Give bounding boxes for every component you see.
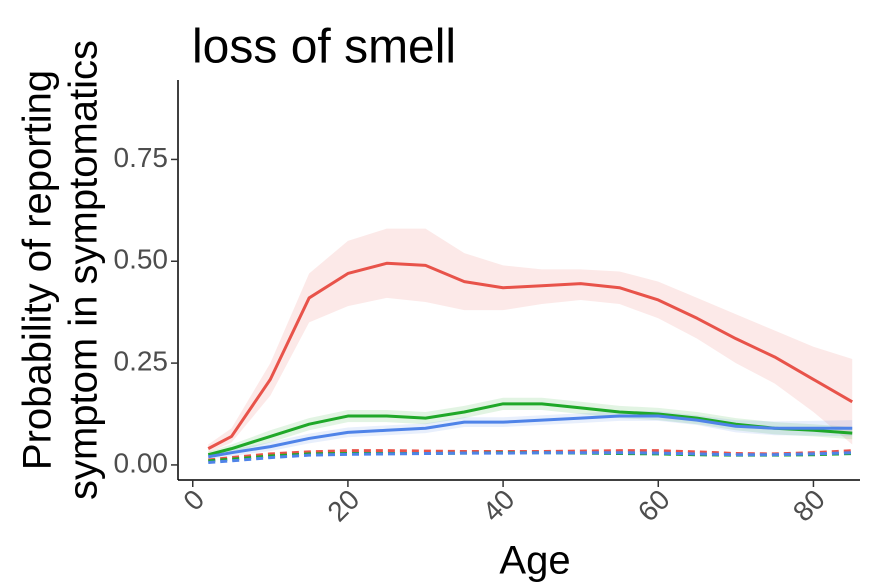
x-tick-label: 40 <box>477 484 521 528</box>
y-tick-label: 0.25 <box>114 345 169 376</box>
line <box>208 414 853 459</box>
y-tick-label: 0.00 <box>114 447 169 478</box>
y-tick-label: 0.50 <box>114 244 169 275</box>
x-tick-label: 20 <box>321 484 365 528</box>
dashed-line <box>208 451 853 464</box>
x-tick-label: 60 <box>632 484 676 528</box>
line <box>207 402 853 457</box>
line <box>207 261 853 450</box>
x-tick-label: 0 <box>177 484 210 517</box>
confidence-band <box>208 397 853 458</box>
y-tick-label: 0.75 <box>114 142 169 173</box>
y-axis-label: symptom in symptomatics <box>62 40 106 500</box>
x-axis-label: Age <box>499 539 570 583</box>
chart-title: loss of smell <box>192 21 456 74</box>
confidence-band <box>208 228 853 453</box>
confidence-band <box>208 411 853 460</box>
y-axis-label: Probability of reporting <box>16 70 60 470</box>
x-tick-label: 80 <box>787 484 831 528</box>
